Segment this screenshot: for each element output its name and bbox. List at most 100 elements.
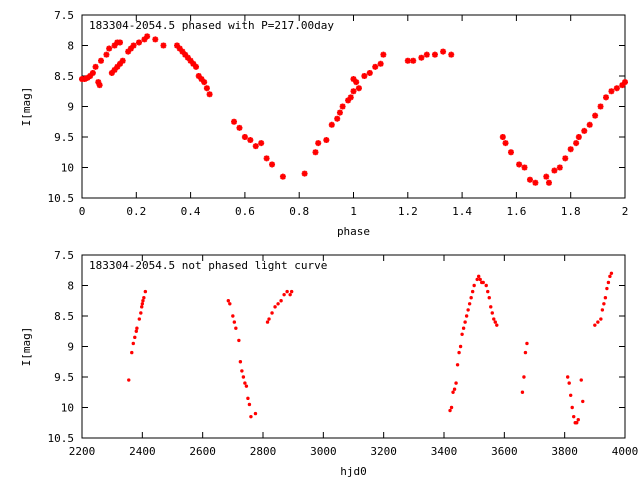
data-point <box>182 51 189 58</box>
x-tick-label: 4000 <box>612 445 639 458</box>
data-point <box>232 320 237 324</box>
data-point <box>372 63 379 70</box>
data-point <box>276 302 280 306</box>
data-point <box>241 134 248 140</box>
data-point <box>543 173 550 180</box>
data-point <box>608 88 615 95</box>
data-point <box>328 121 335 128</box>
data-point <box>240 369 244 373</box>
data-point <box>176 45 183 52</box>
data-point <box>134 329 138 333</box>
data-point <box>495 323 499 327</box>
data-point <box>139 311 143 315</box>
data-point <box>613 85 620 92</box>
data-point <box>576 418 580 422</box>
data-point <box>288 292 292 297</box>
x-tick-label: 2600 <box>189 445 216 458</box>
data-point <box>608 274 612 279</box>
data-point <box>315 140 322 147</box>
data-point <box>605 286 609 291</box>
data-point <box>493 320 497 324</box>
x-tick-label: 2400 <box>129 445 156 458</box>
data-point <box>187 57 194 64</box>
data-point <box>206 91 213 98</box>
data-point <box>597 103 604 110</box>
data-point <box>201 79 208 86</box>
x-tick-label: 1.2 <box>398 205 418 218</box>
data-point <box>606 280 611 285</box>
data-point <box>345 97 352 104</box>
data-point <box>334 115 341 122</box>
data-point <box>579 378 583 382</box>
data-point <box>87 73 94 79</box>
data-point <box>336 109 343 116</box>
x-tick-label: 1 <box>350 205 357 218</box>
data-points <box>79 33 628 186</box>
data-point <box>323 137 330 144</box>
data-point <box>467 302 472 306</box>
data-point <box>457 350 461 355</box>
data-point <box>81 76 88 83</box>
y-tick-label: 8.5 <box>54 70 74 83</box>
data-point <box>246 396 250 401</box>
data-point <box>619 82 626 89</box>
data-point <box>339 103 346 110</box>
data-point <box>279 299 283 303</box>
data-point <box>516 161 523 168</box>
data-point <box>470 289 475 294</box>
data-point <box>137 317 142 321</box>
data-point <box>609 271 614 275</box>
y-tick-label: 8 <box>67 40 74 53</box>
data-point <box>249 414 253 419</box>
data-point <box>600 308 605 312</box>
data-point <box>127 378 131 382</box>
data-point <box>573 140 580 147</box>
unphased-light-curve-panel: 2200 2400 2600 2800 3000 3200 3400 3600 3800 4000… <box>20 249 638 478</box>
y-tick-label: 9 <box>67 341 74 354</box>
x-tick-label: 1.8 <box>561 205 581 218</box>
data-point <box>160 42 167 49</box>
data-point <box>252 143 259 150</box>
data-point <box>545 179 552 186</box>
x-tick-label: 3400 <box>431 445 458 458</box>
data-point <box>502 140 509 147</box>
data-point <box>108 69 115 76</box>
data-point <box>231 118 238 125</box>
data-point <box>567 381 571 385</box>
data-point <box>355 85 362 92</box>
data-point <box>130 42 137 49</box>
data-point <box>96 82 103 89</box>
data-point <box>464 314 469 318</box>
y-axis-label: I[mag] <box>20 327 33 367</box>
data-point <box>366 69 373 76</box>
data-point <box>520 390 525 394</box>
y-tick-label: 7.5 <box>54 9 74 22</box>
x-tick-label: 0.6 <box>235 205 255 218</box>
data-point <box>461 326 466 330</box>
data-point <box>481 280 485 285</box>
data-point <box>458 344 463 349</box>
data-point <box>244 384 249 388</box>
data-point <box>466 308 470 312</box>
data-point <box>492 317 496 321</box>
data-point <box>114 63 121 70</box>
data-point <box>586 121 593 128</box>
data-point <box>141 299 145 303</box>
data-point <box>269 161 276 168</box>
data-point <box>135 326 139 330</box>
data-point <box>125 48 132 55</box>
data-point <box>111 42 118 49</box>
data-point <box>190 60 197 67</box>
chart-title: 183304-2054.5 not phased light curve <box>89 259 327 272</box>
data-point <box>279 173 286 180</box>
data-point <box>551 167 558 174</box>
y-tick-label: 7.5 <box>54 249 74 262</box>
data-point <box>141 36 148 43</box>
data-point <box>602 94 609 101</box>
x-tick-label: 2200 <box>69 445 96 458</box>
data-point <box>136 39 143 46</box>
data-point <box>448 51 455 58</box>
data-point <box>490 311 494 315</box>
data-point <box>575 134 582 140</box>
